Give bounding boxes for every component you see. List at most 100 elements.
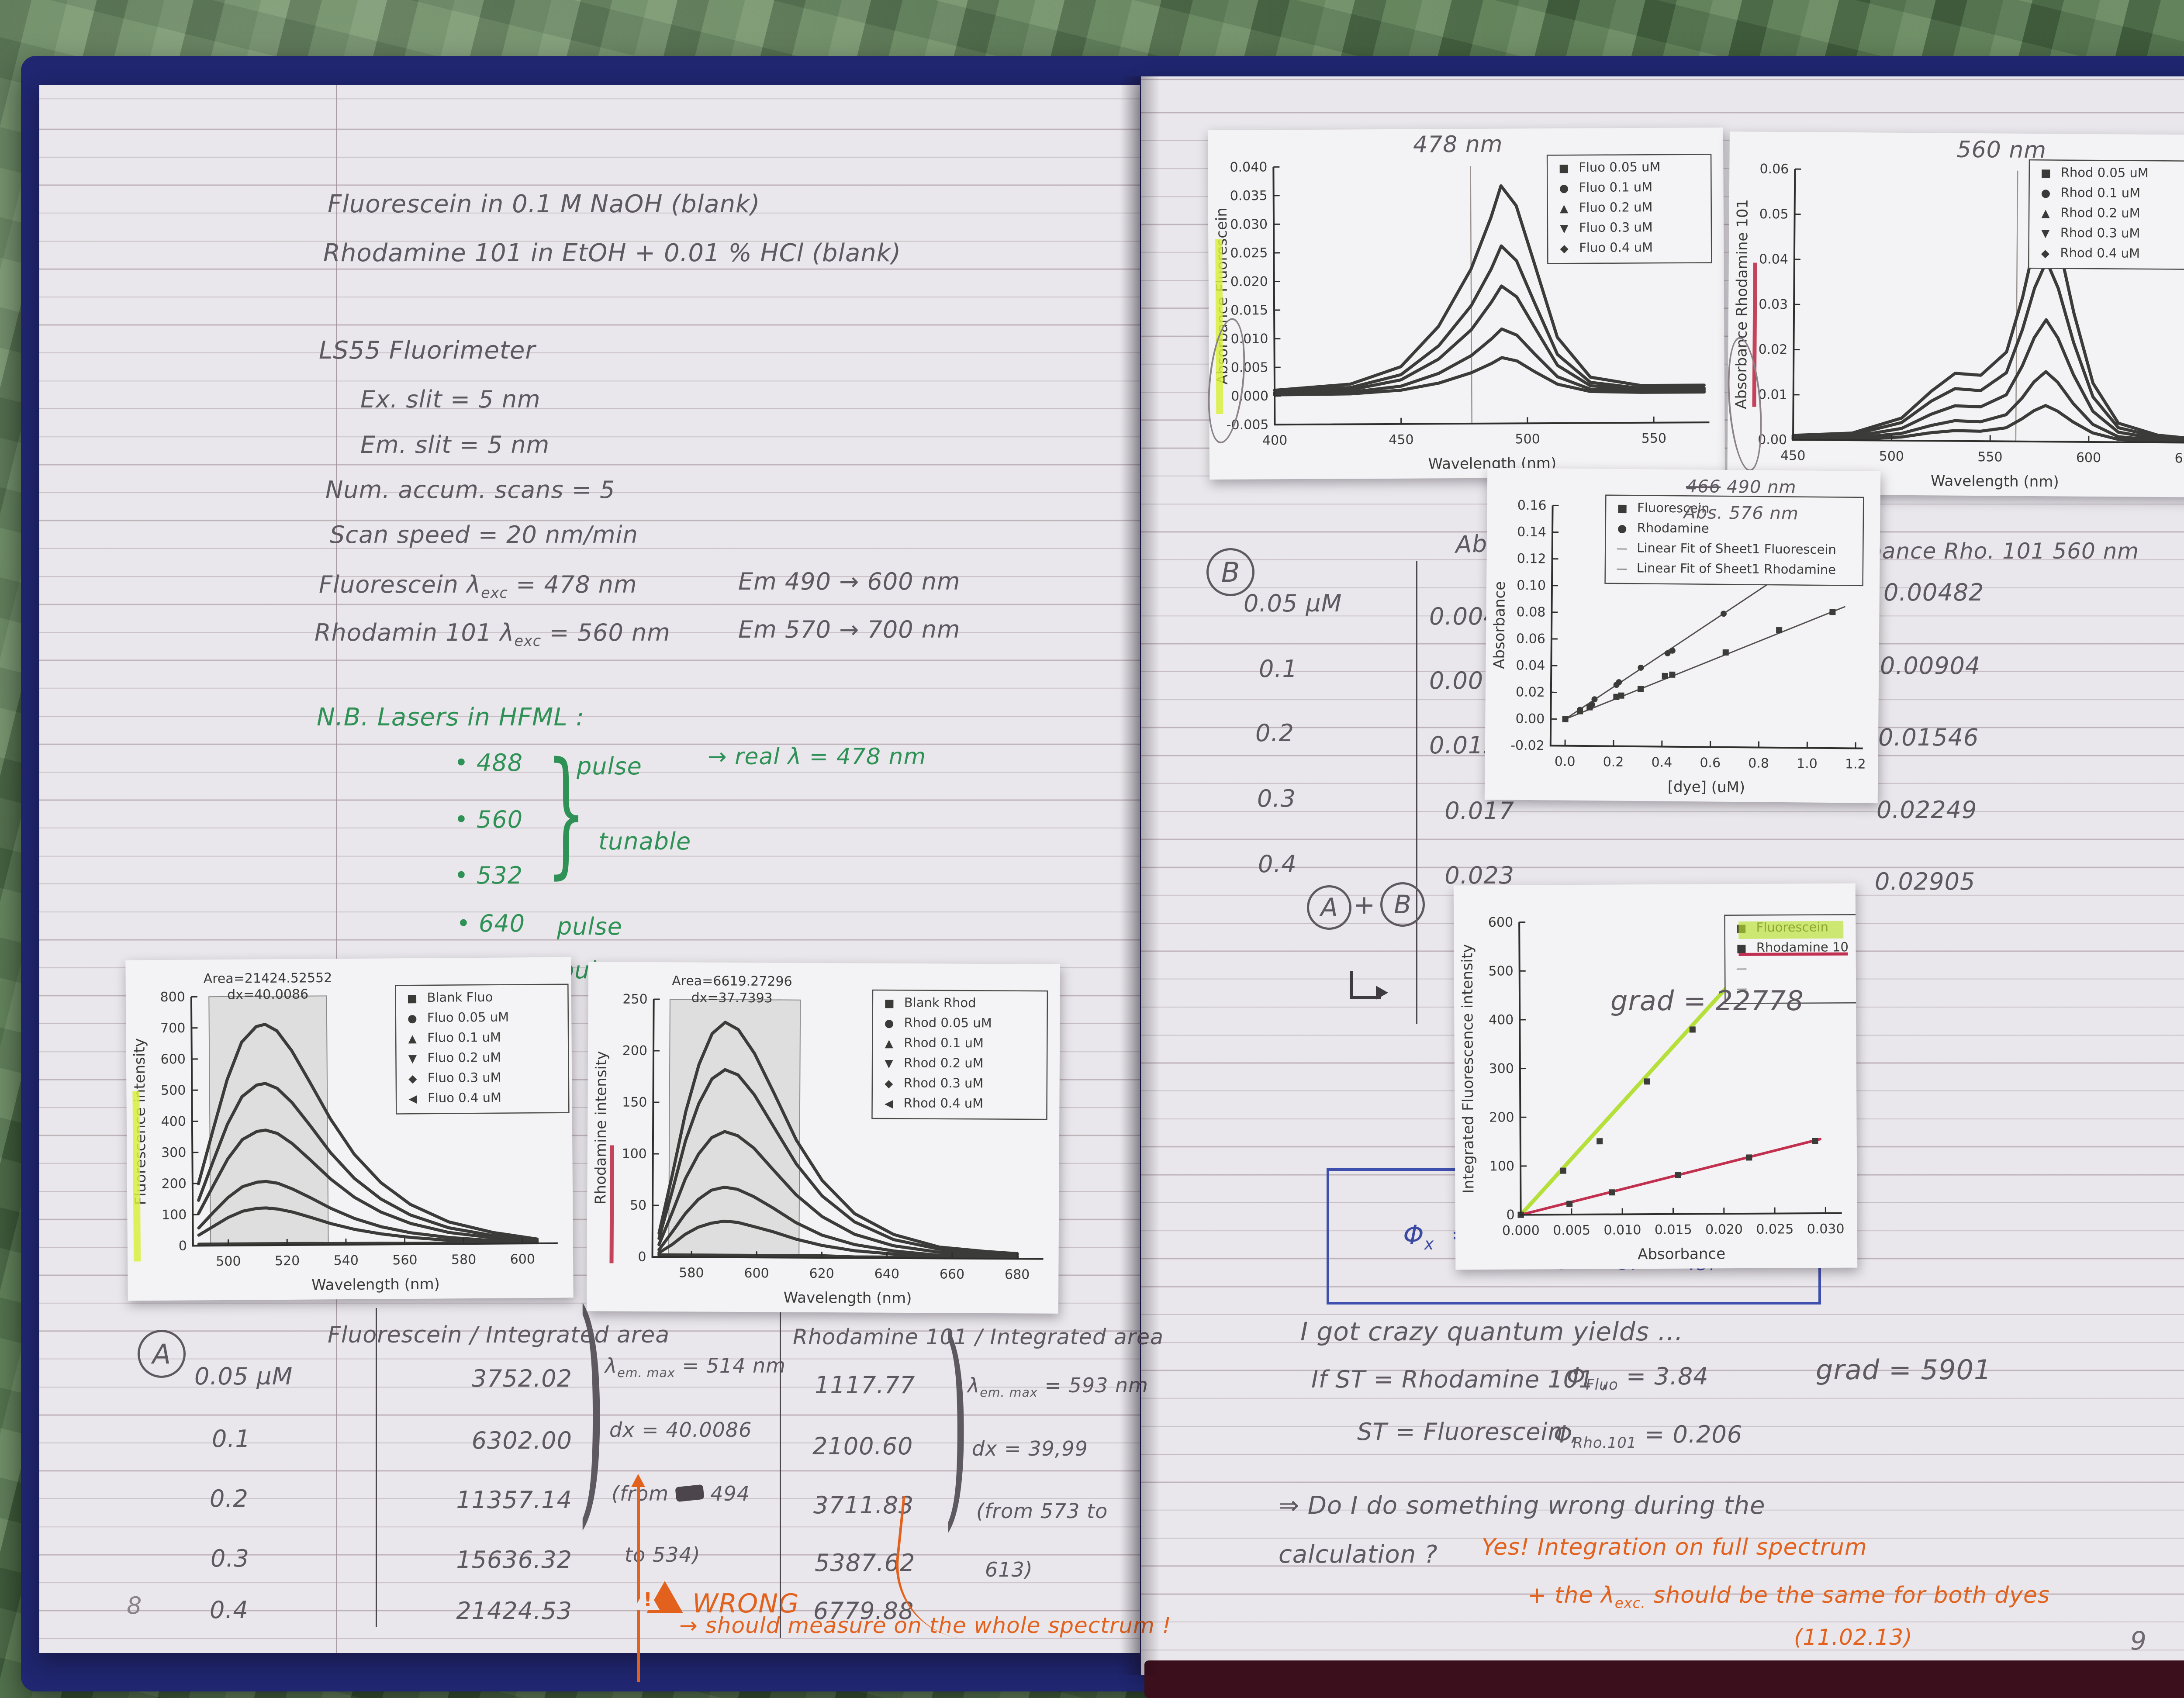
rhodamine-em-range: Em 570 → 700 nm bbox=[738, 616, 961, 643]
abs-fluo-val-4: 0.017 bbox=[1444, 797, 1514, 825]
measure-whole-spectrum-note: → should measure on the whole spectrum ! bbox=[679, 1613, 1171, 1638]
svg-text:◆: ◆ bbox=[408, 1072, 417, 1085]
svg-text:1.0: 1.0 bbox=[1797, 756, 1818, 771]
instrument-name: LS55 Fluorimeter bbox=[319, 336, 536, 365]
fluorescein-emission-panel: 500 520 540 560 580 600 0 100 200 300 400 500 600 700… bbox=[125, 957, 574, 1301]
svg-text:0: 0 bbox=[179, 1239, 187, 1254]
svg-text:0.020: 0.020 bbox=[1230, 274, 1268, 290]
svg-text:Blank Fluo: Blank Fluo bbox=[427, 990, 493, 1005]
conc-row-2: 0.1 bbox=[212, 1425, 251, 1453]
page-number-8: 8 bbox=[127, 1592, 142, 1619]
legend-green-highlight bbox=[1738, 921, 1844, 939]
laser-640-mode: pulse bbox=[557, 913, 622, 940]
svg-text:450: 450 bbox=[1389, 432, 1413, 448]
svg-text:0.035: 0.035 bbox=[1230, 188, 1268, 204]
svg-text:Rhod 0.3 uM: Rhod 0.3 uM bbox=[904, 1075, 984, 1091]
svg-text:Area=21424.52552: Area=21424.52552 bbox=[204, 970, 332, 987]
laser-488: • 488 bbox=[454, 749, 523, 777]
svg-text:◆: ◆ bbox=[885, 1077, 893, 1090]
page-number-9: 9 bbox=[2130, 1626, 2147, 1656]
area-fluo-4: 15636.32 bbox=[456, 1546, 572, 1574]
corner-arrow bbox=[1350, 971, 1381, 999]
svg-text:400: 400 bbox=[1262, 433, 1287, 448]
fluorescein-absorbance-chart: 400 450 500 550 -0.005 0.000 0.005 0.010 0.015 0.… bbox=[1213, 154, 1712, 473]
svg-text:—: — bbox=[1736, 962, 1747, 974]
area-rhod-1: 1117.77 bbox=[815, 1371, 916, 1399]
svg-text:500: 500 bbox=[216, 1254, 241, 1269]
svg-text:—: — bbox=[1736, 982, 1747, 994]
svg-text:Blank Rhod: Blank Rhod bbox=[904, 995, 976, 1010]
yes-answer-1: Yes! Integration on full spectrum bbox=[1482, 1534, 1867, 1560]
svg-text:0.04: 0.04 bbox=[1759, 252, 1788, 267]
svg-text:550: 550 bbox=[1641, 431, 1666, 446]
svg-text:0: 0 bbox=[1506, 1208, 1514, 1223]
table-r-header: Rhodamine 101 / Integrated area bbox=[793, 1325, 1164, 1349]
svg-text:Fluo 0.1 uM: Fluo 0.1 uM bbox=[1579, 179, 1652, 195]
area-rhod-5: 6779.88 bbox=[813, 1597, 914, 1625]
plus-sign: + bbox=[1353, 890, 1376, 920]
svg-text:560: 560 bbox=[392, 1253, 418, 1268]
legend-red-underline bbox=[1738, 952, 1848, 956]
svg-text:Absorbance: Absorbance bbox=[1638, 1245, 1725, 1263]
svg-text:620: 620 bbox=[809, 1266, 834, 1281]
table-a-em-max: λem. max = 514 nm bbox=[605, 1354, 786, 1380]
table-a-header: Fluorescein / Integrated area bbox=[328, 1322, 670, 1348]
sample-title-fluorescein: Fluorescein in 0.1 M NaOH (blank) bbox=[328, 190, 760, 218]
laser-532: • 532 bbox=[454, 862, 523, 889]
area-fluo-5: 21424.53 bbox=[456, 1597, 572, 1625]
svg-text:0.02: 0.02 bbox=[1759, 342, 1788, 357]
svg-text:Fluorescein: Fluorescein bbox=[1637, 500, 1710, 515]
svg-text:150: 150 bbox=[622, 1095, 647, 1110]
svg-text:0.025: 0.025 bbox=[1230, 245, 1268, 261]
svg-text:Rhodamine intensity: Rhodamine intensity bbox=[592, 1051, 610, 1204]
svg-text:—: — bbox=[1616, 562, 1627, 575]
svg-text:660: 660 bbox=[940, 1267, 964, 1282]
svg-text:450: 450 bbox=[1780, 448, 1806, 463]
svg-text:◆: ◆ bbox=[2041, 247, 2050, 259]
svg-text:540: 540 bbox=[334, 1253, 359, 1268]
svg-text:●: ● bbox=[408, 1012, 417, 1025]
conc-row-5: 0.4 bbox=[210, 1596, 249, 1624]
svg-text:600: 600 bbox=[1488, 915, 1513, 930]
svg-text:0.04: 0.04 bbox=[1516, 658, 1545, 673]
svg-text:Fluo 0.3 uM: Fluo 0.3 uM bbox=[1579, 220, 1653, 235]
svg-text:0.6: 0.6 bbox=[1700, 755, 1721, 770]
scan-speed: Scan speed = 20 nm/min bbox=[330, 521, 638, 549]
table-r-dx: dx = 39,99 bbox=[972, 1437, 1088, 1460]
question-line-2: calculation ? bbox=[1279, 1540, 1438, 1569]
yes-answer-2: + the λexc. should be the same for both … bbox=[1527, 1582, 2050, 1612]
svg-text:●: ● bbox=[1559, 182, 1569, 194]
svg-text:0.10: 0.10 bbox=[1517, 578, 1546, 594]
num-accum-scans: Num. accum. scans = 5 bbox=[325, 476, 615, 504]
svg-text:0.14: 0.14 bbox=[1517, 525, 1546, 540]
svg-text:▼: ▼ bbox=[885, 1057, 893, 1070]
em-slit: Em. slit = 5 nm bbox=[360, 431, 550, 459]
warning-triangle-inner bbox=[633, 1587, 660, 1610]
svg-text:0.01: 0.01 bbox=[1758, 387, 1787, 402]
svg-text:500: 500 bbox=[1879, 449, 1904, 464]
svg-text:0.015: 0.015 bbox=[1230, 303, 1268, 318]
abs-rho-val-2: 0.00904 bbox=[1880, 652, 1981, 680]
svg-text:100: 100 bbox=[1489, 1159, 1514, 1174]
svg-text:580: 580 bbox=[679, 1265, 704, 1280]
svg-text:▼: ▼ bbox=[2041, 227, 2050, 239]
page-gutter-shadow bbox=[1120, 76, 1160, 1675]
svg-text:▼: ▼ bbox=[1560, 222, 1569, 235]
svg-text:■: ■ bbox=[1617, 502, 1628, 514]
area-fluo-3: 11357.14 bbox=[456, 1486, 572, 1514]
svg-text:500: 500 bbox=[161, 1083, 186, 1098]
rhodamine-emission-chart: 580 600 620 640 660 680 0 50 100 150 200 250 Wavelen… bbox=[592, 973, 1048, 1307]
area-rhod-2: 2100.60 bbox=[812, 1432, 913, 1460]
wrong-label: WRONG bbox=[692, 1588, 799, 1619]
svg-text:0.12: 0.12 bbox=[1517, 551, 1546, 567]
svg-text:0.025: 0.025 bbox=[1756, 1222, 1794, 1237]
svg-text:■: ■ bbox=[2041, 166, 2051, 179]
laser-488-mode: pulse bbox=[577, 752, 642, 780]
yellow-highlight-bar bbox=[132, 1091, 141, 1262]
question-line-1: ⇒ Do I do something wrong during the bbox=[1279, 1491, 1766, 1520]
svg-text:0.005: 0.005 bbox=[1231, 360, 1268, 375]
svg-text:Absorbance: Absorbance bbox=[1490, 581, 1509, 669]
rhodamine-absorbance-panel: 450 500 550 600 650 0.00 0.01 0.02 0.03 0.04 0.05 0… bbox=[1723, 131, 2184, 497]
hw-cal-fluo-note: 466 490 nm bbox=[1686, 476, 1797, 498]
hw-grad-fluorescein: grad = 22778 bbox=[1610, 985, 1804, 1017]
